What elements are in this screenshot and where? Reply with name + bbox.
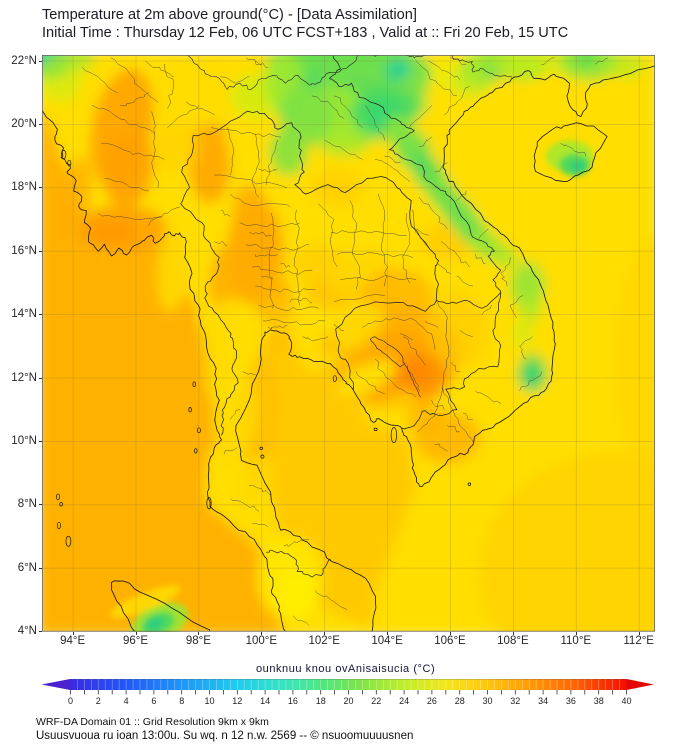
svg-text:0: 0	[67, 696, 72, 706]
svg-text:26: 26	[426, 696, 436, 706]
svg-text:14: 14	[260, 696, 270, 706]
svg-text:34: 34	[538, 696, 548, 706]
svg-text:2: 2	[95, 696, 100, 706]
svg-text:22: 22	[371, 696, 381, 706]
svg-text:10: 10	[204, 696, 214, 706]
svg-text:40: 40	[621, 696, 631, 706]
svg-text:32: 32	[510, 696, 520, 706]
svg-text:38: 38	[593, 696, 603, 706]
svg-text:20: 20	[343, 696, 353, 706]
svg-text:36: 36	[565, 696, 575, 706]
svg-text:6: 6	[151, 696, 156, 706]
svg-text:4: 4	[123, 696, 128, 706]
svg-text:28: 28	[454, 696, 464, 706]
svg-text:16: 16	[287, 696, 297, 706]
svg-text:8: 8	[179, 696, 184, 706]
svg-text:12: 12	[232, 696, 242, 706]
svg-text:30: 30	[482, 696, 492, 706]
svg-text:24: 24	[399, 696, 409, 706]
svg-text:18: 18	[315, 696, 325, 706]
